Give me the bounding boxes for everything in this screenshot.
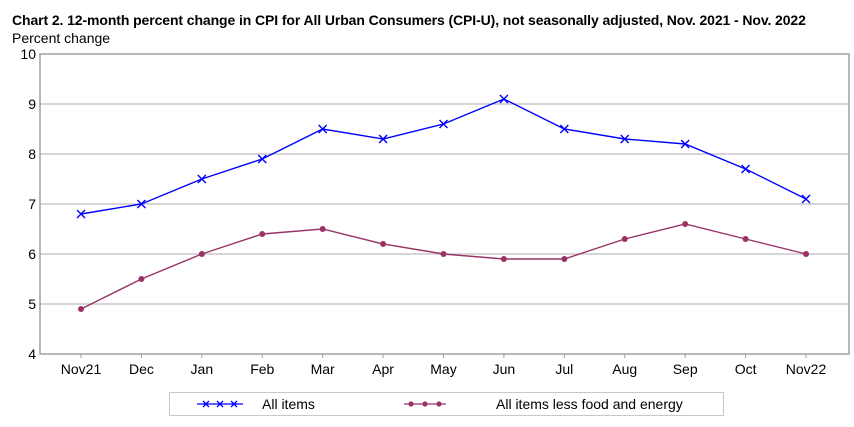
data-point <box>319 226 326 232</box>
series-line <box>80 98 807 215</box>
data-point <box>500 256 507 262</box>
data-point <box>198 251 205 257</box>
data-point <box>559 124 569 134</box>
x-tick-label: Jan <box>191 361 214 377</box>
legend-swatch-core <box>404 401 446 407</box>
axes <box>39 53 850 358</box>
data-point <box>682 221 689 227</box>
series-core <box>78 221 809 312</box>
x-tick-label: Nov22 <box>786 361 827 377</box>
y-tick-label: 9 <box>28 96 36 112</box>
legend-swatch-all-items <box>197 400 243 408</box>
data-point <box>440 251 447 257</box>
y-tick-label: 5 <box>28 296 36 312</box>
x-tick-labels: Nov21 Dec Jan Feb Mar Apr May Jun Jul Aug Sep Oct No… <box>61 361 827 377</box>
x-tick-label: Nov21 <box>61 361 102 377</box>
series-group <box>76 94 811 312</box>
y-axis-label: Percent change <box>12 30 111 46</box>
data-point <box>197 174 207 184</box>
x-tick-label: Oct <box>735 361 757 377</box>
chart-title: Chart 2. 12-month percent change in CPI … <box>12 12 806 28</box>
y-tick-label: 6 <box>28 246 36 262</box>
data-point <box>78 306 84 312</box>
data-point <box>138 276 145 282</box>
data-point <box>380 241 387 247</box>
data-point <box>136 199 146 209</box>
y-tick-label: 8 <box>28 146 36 162</box>
x-tick-label: May <box>430 361 456 377</box>
data-point <box>257 154 267 164</box>
x-tick-label: Mar <box>311 361 335 377</box>
x-tick-label: Dec <box>129 361 154 377</box>
plot-border <box>39 53 850 355</box>
data-point <box>499 94 509 104</box>
legend <box>169 392 724 416</box>
y-tick-label: 7 <box>28 196 36 212</box>
data-point <box>561 256 568 262</box>
data-point <box>620 134 630 144</box>
x-tick-label: Aug <box>612 361 637 377</box>
x-tick-label: Jun <box>493 361 516 377</box>
y-tick-label: 4 <box>28 346 36 362</box>
legend-label-core: All items less food and energy <box>496 396 683 412</box>
x-tick-label: Jul <box>555 361 573 377</box>
series-all-items <box>76 94 811 219</box>
data-point <box>741 164 751 174</box>
gridlines <box>40 103 849 305</box>
y-tick-labels: 4 5 6 7 8 9 10 <box>20 46 36 362</box>
data-point <box>439 119 448 129</box>
data-point <box>680 139 690 149</box>
data-point <box>803 251 809 257</box>
x-tick-label: Sep <box>673 361 698 377</box>
x-tick-label: Apr <box>372 361 394 377</box>
data-point <box>378 134 388 144</box>
y-tick-label: 10 <box>20 46 36 62</box>
data-point <box>801 194 811 204</box>
data-point <box>76 209 86 219</box>
data-point <box>259 231 266 237</box>
legend-label-all-items: All items <box>262 396 315 412</box>
series-line <box>80 223 807 310</box>
x-tick-label: Feb <box>250 361 274 377</box>
data-point <box>742 236 749 242</box>
data-point <box>318 124 328 134</box>
data-point <box>621 236 628 242</box>
